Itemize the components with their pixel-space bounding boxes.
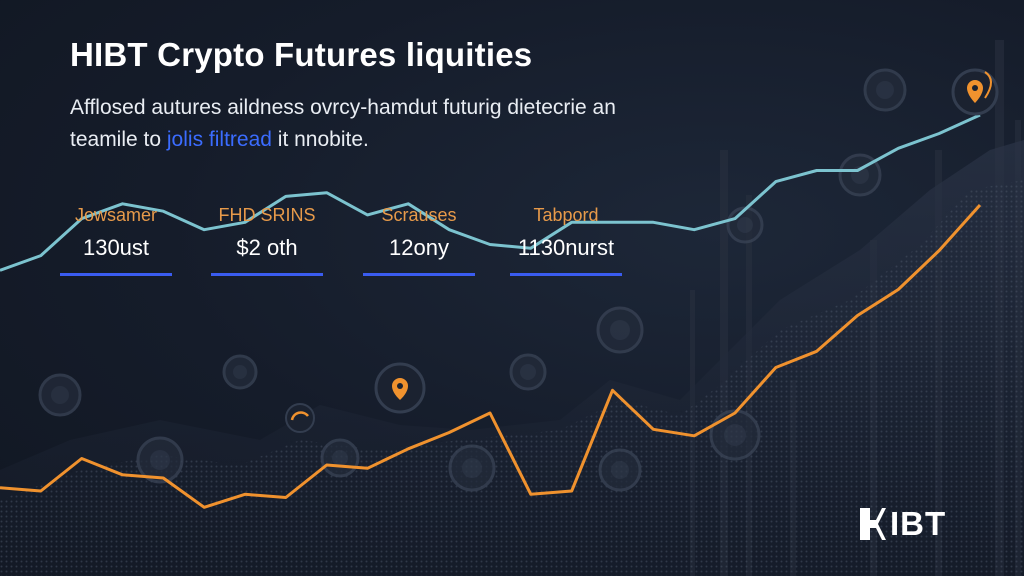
coin-icon xyxy=(726,206,764,244)
stat-card: FHD SRINS $2 oth xyxy=(211,205,323,276)
coin-icon xyxy=(38,373,82,417)
subtitle-link[interactable]: jolis filtread xyxy=(166,128,272,151)
stat-label: Scrauses xyxy=(381,205,457,225)
stat-card: Tabpord 1130nurst xyxy=(510,205,622,276)
page-title: HIBT Crypto Futures liquities xyxy=(70,36,533,73)
map-pin-icon xyxy=(285,403,315,433)
coin-icon xyxy=(863,68,907,112)
coin-icon xyxy=(222,354,258,390)
stat-underline xyxy=(510,273,622,276)
coin-icon xyxy=(709,409,761,461)
coin-icon xyxy=(509,353,547,391)
stat-value: 1130nurst xyxy=(517,235,615,260)
hibt-logo-icon xyxy=(860,508,886,540)
subtitle-text-1: Afflosed autures aildness ovrcy-hamdut f… xyxy=(70,96,616,151)
stat-underline xyxy=(211,273,323,276)
stat-card: Scrauses 12ony xyxy=(363,205,475,276)
coin-icon xyxy=(598,448,642,492)
series-line-teal xyxy=(0,113,981,272)
coin-icon xyxy=(320,438,360,478)
logo-text: IBT xyxy=(890,505,947,542)
dotted-area xyxy=(0,180,1024,576)
page-subtitle: Afflosed autures aildness ovrcy-hamdut f… xyxy=(70,92,630,156)
map-pin-icon xyxy=(374,362,426,414)
series-line-orange xyxy=(0,203,982,509)
subtitle-text-2: it nnobite. xyxy=(271,128,369,151)
stat-value: 130ust xyxy=(82,235,150,260)
stat-value: $2 oth xyxy=(236,235,298,260)
stat-label: Jowsamer xyxy=(74,205,158,225)
map-pin-icon xyxy=(951,68,999,116)
coin-icon xyxy=(596,306,644,354)
stat-underline xyxy=(60,273,172,276)
stat-card: Jowsamer 130ust xyxy=(60,205,172,276)
stat-value: 12ony xyxy=(389,235,449,260)
coin-icon xyxy=(136,436,184,484)
coin-icon xyxy=(448,444,496,492)
stat-label: FHD SRINS xyxy=(218,205,316,225)
stat-label: Tabpord xyxy=(533,205,599,225)
hibt-logo: IBT xyxy=(856,502,946,546)
stat-underline xyxy=(363,273,475,276)
